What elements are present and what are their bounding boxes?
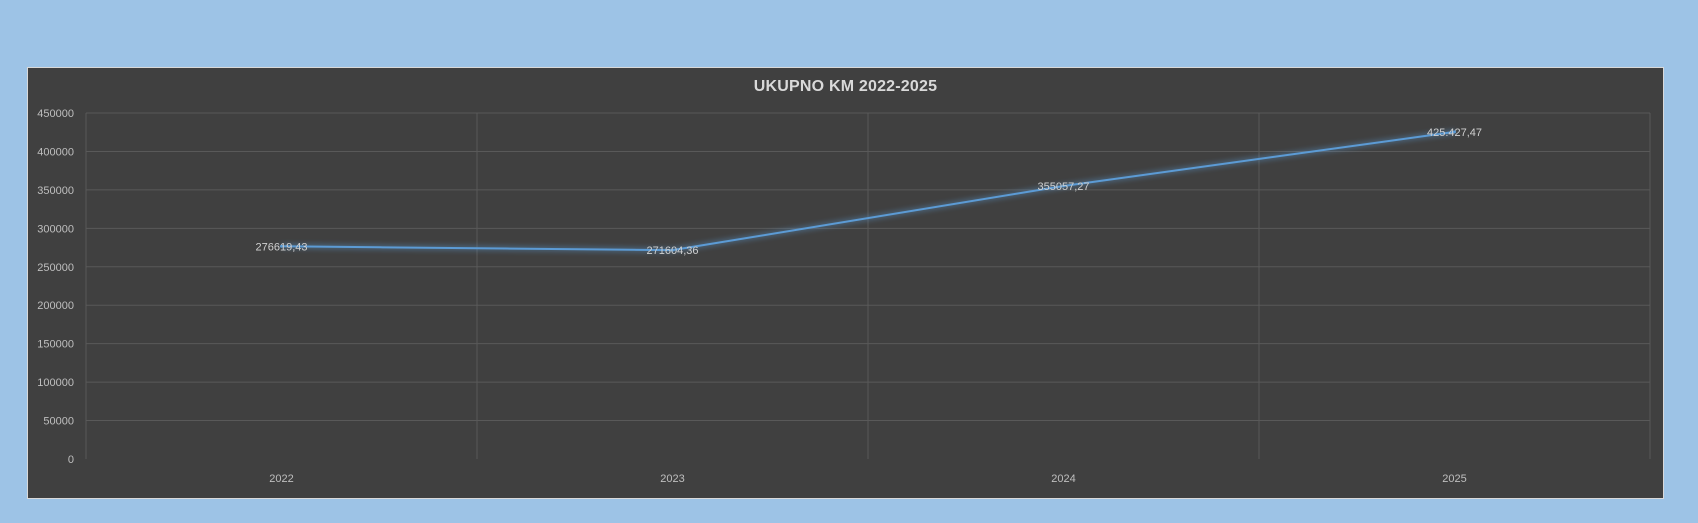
line-chart: 0 50000 100000 150000 200000 250000 300000 3500…: [37, 108, 1651, 485]
data-point: [1062, 184, 1065, 188]
y-tick-label: 50000: [43, 416, 74, 428]
y-tick-label: 200000: [37, 300, 74, 312]
gridlines: [85, 112, 1651, 459]
chart-card: UKUPNO KM 2022-2025 0 50000 100000 150000 20…: [27, 67, 1664, 499]
y-tick-label: 350000: [37, 185, 74, 197]
data-labels: 276619,43 271604,36 355057,27 425.427,47: [256, 127, 1483, 257]
chart-title: UKUPNO KM 2022-2025: [753, 78, 938, 95]
y-tick-label: 100000: [37, 377, 74, 389]
y-tick-label: 450000: [37, 108, 74, 120]
x-tick-label: 2023: [660, 473, 684, 485]
data-label: 271604,36: [647, 245, 699, 257]
y-tick-label: 150000: [37, 339, 74, 351]
data-point: [671, 248, 674, 252]
data-label: 276619,43: [256, 241, 308, 253]
data-point: [1453, 130, 1456, 134]
y-tick-label: 250000: [37, 262, 74, 274]
data-point: [280, 244, 283, 248]
x-tick-label: 2024: [1051, 473, 1075, 485]
y-tick-label: 300000: [37, 223, 74, 235]
x-tick-label: 2022: [269, 473, 293, 485]
y-tick-label: 400000: [37, 146, 74, 158]
data-label: 425.427,47: [1427, 127, 1482, 139]
y-tick-label: 0: [68, 454, 74, 466]
axis-labels: 0 50000 100000 150000 200000 250000 300000 3500…: [37, 108, 1466, 485]
x-tick-label: 2025: [1442, 473, 1466, 485]
series-line-path: [281, 130, 1455, 252]
data-label: 355057,27: [1038, 181, 1090, 193]
series-line: [280, 130, 1456, 252]
